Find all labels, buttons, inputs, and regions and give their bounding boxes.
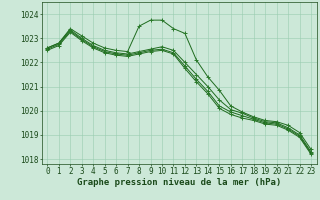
X-axis label: Graphe pression niveau de la mer (hPa): Graphe pression niveau de la mer (hPa) <box>77 178 281 187</box>
